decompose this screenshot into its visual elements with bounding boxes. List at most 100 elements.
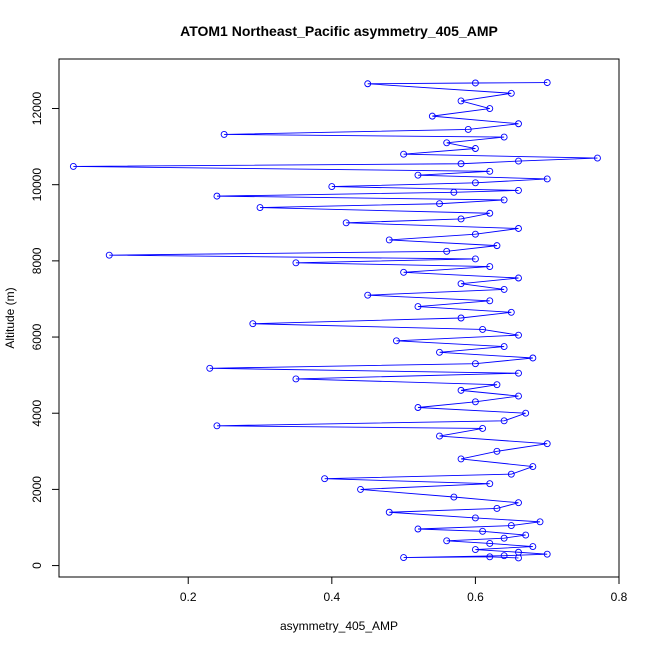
plot-frame <box>58 58 620 578</box>
y-tick-label: 0 <box>30 562 44 569</box>
data-point <box>414 303 422 311</box>
data-point <box>543 79 551 87</box>
data-point <box>328 183 336 191</box>
data-point <box>457 97 465 105</box>
data-point <box>69 162 77 170</box>
y-axis: 0 2000 4000 6000 8000 10000 12000 <box>30 92 59 569</box>
data-point <box>400 554 408 562</box>
data-point <box>256 204 264 211</box>
data-point <box>493 242 501 250</box>
data-point <box>486 263 494 271</box>
data-point <box>529 354 537 362</box>
data-point <box>464 126 472 133</box>
data-point <box>515 120 522 128</box>
data-point <box>515 186 522 194</box>
data-point <box>529 463 537 470</box>
data-point <box>522 531 530 539</box>
data-point <box>450 188 458 196</box>
data-point <box>486 540 494 547</box>
data-point <box>479 425 487 432</box>
data-point <box>594 154 601 162</box>
data-point <box>515 392 522 400</box>
x-tick-label: 0.4 <box>323 590 340 604</box>
data-point <box>457 314 465 322</box>
data-point <box>543 440 551 448</box>
data-point <box>471 179 479 187</box>
y-tick-label: 10000 <box>30 168 44 202</box>
data-point <box>507 522 515 530</box>
data-point <box>450 493 458 501</box>
data-point <box>436 348 443 356</box>
y-tick-label: 6000 <box>30 323 44 350</box>
y-tick-label: 4000 <box>30 400 44 427</box>
data-point <box>400 268 408 276</box>
y-tick-label: 12000 <box>30 92 44 126</box>
data-point <box>500 417 508 425</box>
data-point <box>479 325 487 333</box>
data-point <box>249 320 257 328</box>
data-point <box>515 274 522 282</box>
data-point <box>471 255 479 263</box>
data-point <box>457 280 465 288</box>
data-point <box>507 89 515 97</box>
x-axis-label: asymmetry_405_AMP <box>280 619 398 633</box>
y-tick-label: 2000 <box>30 476 44 503</box>
data-point <box>486 297 494 305</box>
data-point <box>471 230 479 238</box>
x-tick-label: 0.6 <box>467 590 484 604</box>
data-point <box>500 285 508 293</box>
data-point <box>493 504 501 512</box>
data-point <box>500 552 508 560</box>
data-point <box>457 160 465 168</box>
data-point <box>471 546 479 554</box>
data-point <box>522 409 530 417</box>
data-point <box>321 475 329 483</box>
data-point <box>486 480 494 488</box>
data-point <box>486 105 494 112</box>
data-point <box>486 167 494 175</box>
chart-title: ATOM1 Northeast_Pacific asymmetry_405_AM… <box>180 23 498 39</box>
data-point <box>529 543 537 550</box>
data-point <box>436 200 443 208</box>
x-axis: 0.2 0.4 0.6 0.8 <box>180 577 628 604</box>
data-point <box>414 525 422 533</box>
data-point <box>443 537 451 545</box>
y-axis-label: Altitude (m) <box>3 287 17 348</box>
data-point <box>543 175 551 183</box>
data-point <box>515 548 522 556</box>
data-point <box>443 139 451 147</box>
data-point <box>213 192 221 200</box>
data-point <box>493 447 501 455</box>
data-point <box>515 331 522 339</box>
data-point <box>292 375 300 383</box>
data-point <box>536 518 544 526</box>
data-point <box>457 215 465 223</box>
data-point <box>500 343 508 351</box>
data-point <box>500 196 508 204</box>
data-point <box>392 337 400 345</box>
series-layer <box>69 79 601 562</box>
data-point <box>414 171 422 179</box>
data-point <box>105 251 113 259</box>
data-point <box>515 499 522 507</box>
data-point <box>486 553 494 561</box>
data-point <box>292 259 300 267</box>
data-point <box>471 79 479 87</box>
data-point <box>443 247 451 255</box>
data-point <box>493 381 501 389</box>
data-point <box>436 432 443 440</box>
data-point <box>471 398 479 406</box>
data-point <box>400 150 408 158</box>
data-point <box>543 550 551 558</box>
data-point <box>471 360 479 368</box>
data-point <box>357 485 364 493</box>
x-tick-label: 0.2 <box>180 590 197 604</box>
data-point <box>486 209 494 217</box>
x-tick-label: 0.8 <box>611 590 628 604</box>
data-point <box>385 236 393 244</box>
y-tick-label: 8000 <box>30 247 44 274</box>
data-point <box>213 422 221 430</box>
data-point <box>414 404 422 411</box>
data-point <box>500 133 508 141</box>
